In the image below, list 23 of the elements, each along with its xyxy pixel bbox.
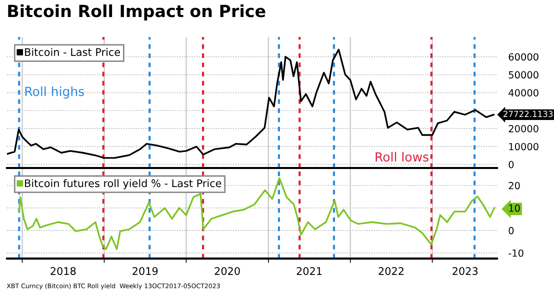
- y-tick-label: 20000: [508, 125, 538, 132]
- y-tick-label: 10000: [509, 142, 538, 150]
- annotation: 27722.1133: [503, 110, 553, 118]
- y-tick-label: 20: [508, 182, 520, 190]
- line-series: [18, 177, 496, 250]
- chart-title: Bitcoin Roll Impact on Price: [8, 4, 266, 21]
- legend-label: Bitcoin futures roll yield % - Last Price: [25, 179, 222, 190]
- x-tick-label: 2020: [214, 267, 240, 275]
- y-tick-label: 50000: [508, 71, 538, 79]
- x-tick-label: 2019: [132, 267, 158, 275]
- y-tick-label: 60000: [508, 53, 538, 61]
- y-tick-label: 10: [509, 204, 520, 212]
- legend-label: Bitcoin - Last Price: [25, 48, 120, 56]
- x-tick-label: 2023: [452, 267, 478, 275]
- annotation: Roll lows: [376, 152, 428, 162]
- annotation: Roll highs: [25, 86, 84, 99]
- x-tick-label: 2021: [296, 267, 322, 275]
- y-tick-label: -10: [508, 249, 524, 257]
- x-tick-label: 2022: [378, 267, 404, 275]
- y-tick-label: 0: [508, 160, 514, 168]
- y-tick-label: 0: [508, 226, 514, 234]
- x-tick-label: 2018: [50, 267, 76, 275]
- y-tick-label: 40000: [508, 89, 538, 96]
